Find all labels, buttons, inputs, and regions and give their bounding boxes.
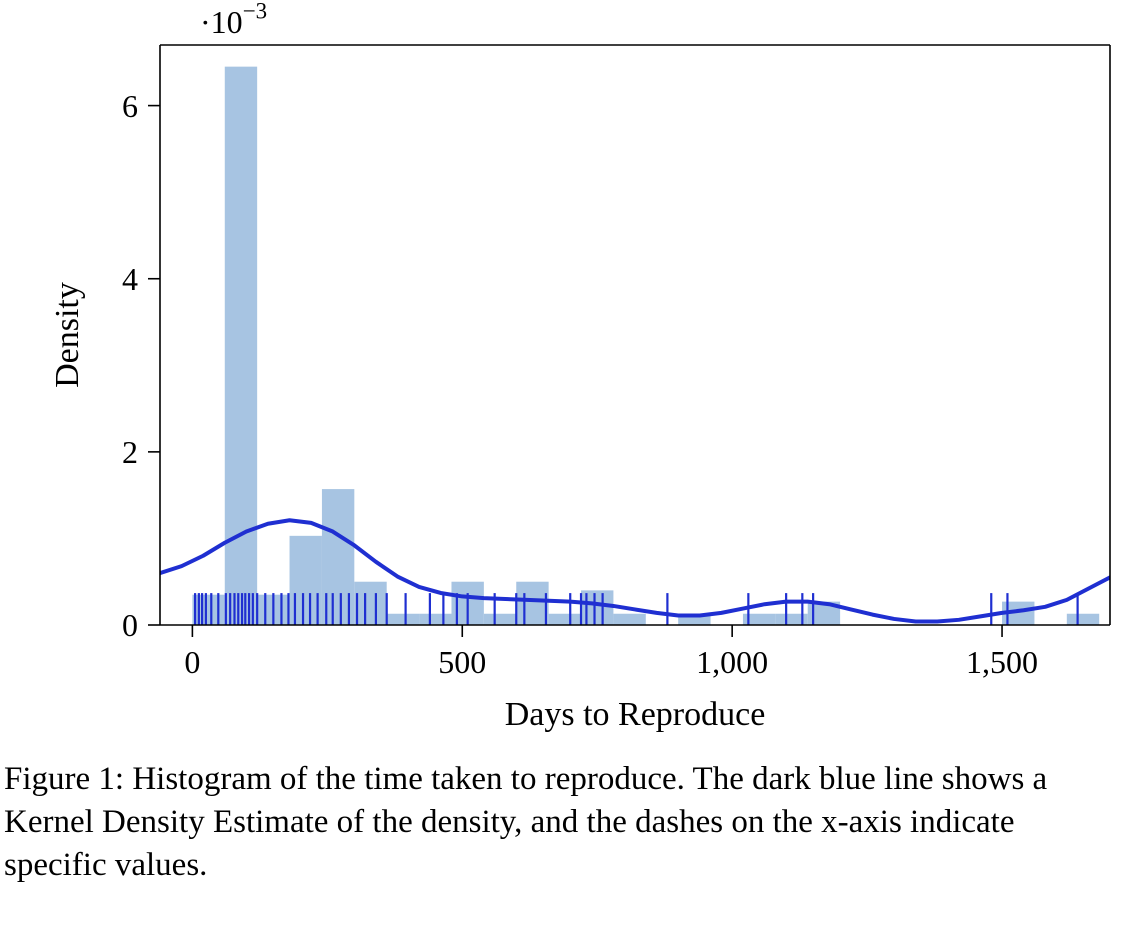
svg-text:6: 6 (122, 88, 138, 124)
figure-caption: Figure 1: Histogram of the time taken to… (0, 740, 1126, 887)
x-axis-label: Days to Reproduce (505, 696, 766, 733)
svg-text:500: 500 (438, 644, 486, 680)
figure-container: 0 500 1,000 1,500 Days to Reproduce 0 2 4 6 Densi… (0, 0, 1126, 887)
svg-text:1,000: 1,000 (696, 644, 768, 680)
svg-text:4: 4 (122, 261, 138, 297)
svg-text:2: 2 (122, 434, 138, 470)
svg-text:Density: Density (49, 282, 86, 388)
histogram-chart: 0 500 1,000 1,500 Days to Reproduce 0 2 4 6 Densi… (0, 0, 1126, 740)
svg-text:0: 0 (184, 644, 200, 680)
svg-text:0: 0 (122, 607, 138, 643)
svg-text:1,500: 1,500 (966, 644, 1038, 680)
